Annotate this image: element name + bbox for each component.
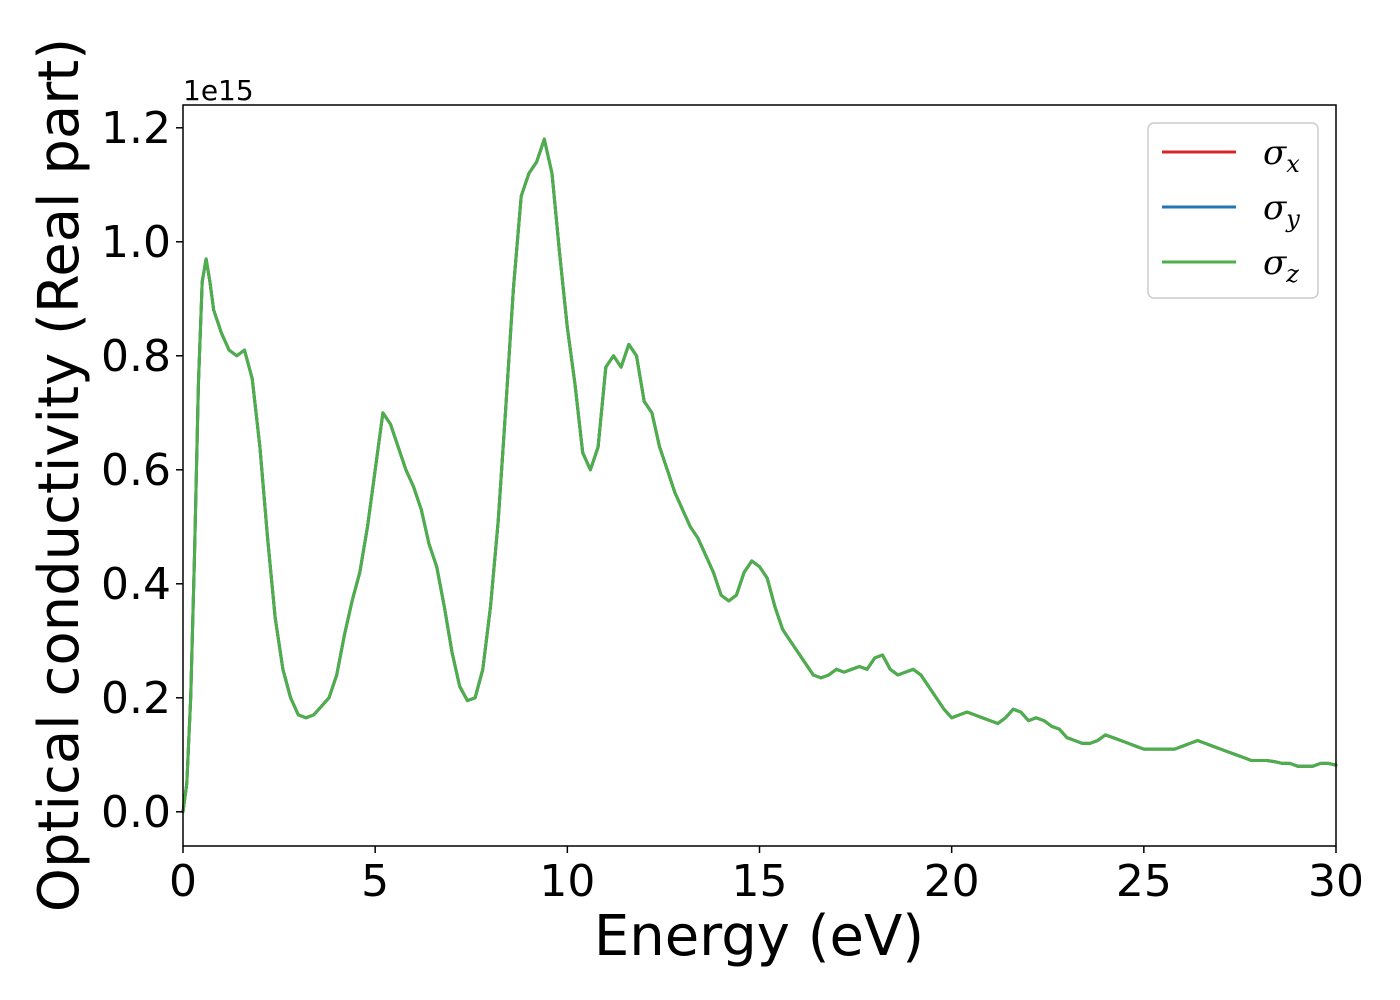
- legend-label-x: σx: [1263, 133, 1300, 178]
- x-tick-label: 0: [169, 856, 197, 907]
- legend-label-y: σy: [1263, 188, 1300, 233]
- legend-box: [1147, 122, 1319, 299]
- series-layer: [181, 137, 1338, 814]
- y-axis: 0.0 0.2 0.4 0.6 0.8 1.0 1.2: [101, 103, 183, 838]
- y-axis-label: Optical conductivity (Real part): [27, 38, 92, 912]
- x-tick-label: 20: [924, 856, 980, 907]
- series-line-3: [181, 137, 1338, 814]
- legend: σx σy σz: [1147, 122, 1319, 299]
- x-tick-label: 25: [1116, 856, 1172, 907]
- y-tick-label: 0.2: [101, 673, 171, 724]
- x-tick-label: 10: [539, 856, 595, 907]
- y-tick-label: 1.0: [101, 217, 171, 268]
- y-tick-label: 0.8: [101, 331, 171, 382]
- y-tick-label: 0.4: [101, 559, 171, 610]
- x-tick-label: 30: [1308, 856, 1364, 907]
- y-offset-label: 1e15: [183, 74, 254, 107]
- y-tick-label: 0.6: [101, 445, 171, 496]
- y-tick-label: 1.2: [101, 103, 171, 154]
- x-tick-label: 5: [361, 856, 389, 907]
- y-tick-label: 0.0: [101, 787, 171, 838]
- x-axis: 0 5 10 15 20 25 30: [169, 846, 1364, 907]
- x-tick-label: 15: [732, 856, 788, 907]
- legend-label-z: σz: [1263, 243, 1299, 288]
- x-axis-label: Energy (eV): [594, 904, 924, 969]
